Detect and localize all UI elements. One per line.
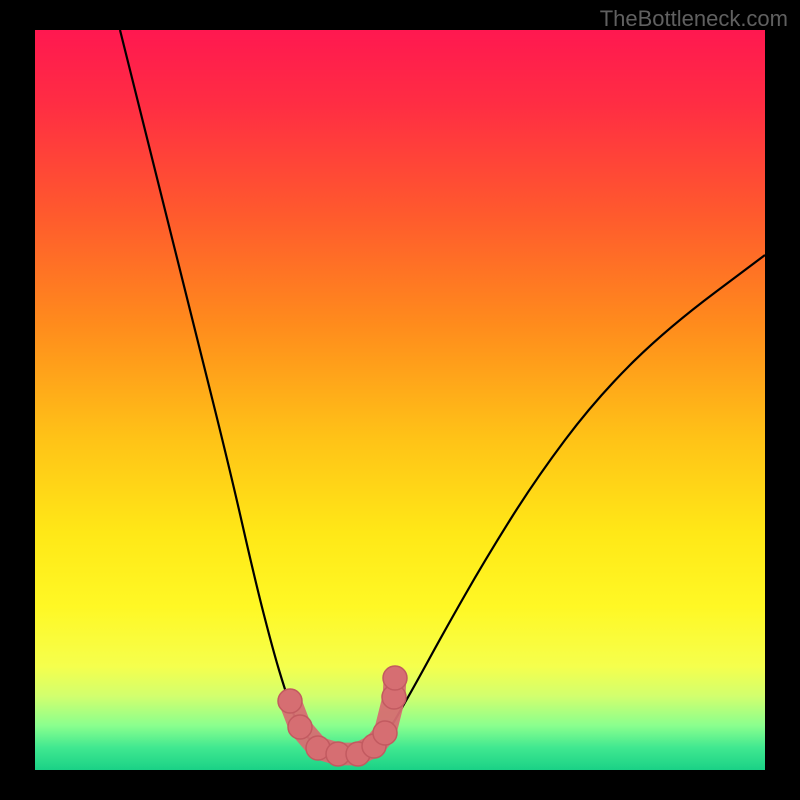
plot-area [35, 30, 765, 770]
chart-container: TheBottleneck.com [0, 0, 800, 800]
chart-svg [35, 30, 765, 770]
watermark-text: TheBottleneck.com [600, 6, 788, 32]
trough-dot [383, 666, 407, 690]
gradient-background [35, 30, 765, 770]
trough-dot [288, 715, 312, 739]
trough-dot [278, 689, 302, 713]
trough-dot [373, 721, 397, 745]
